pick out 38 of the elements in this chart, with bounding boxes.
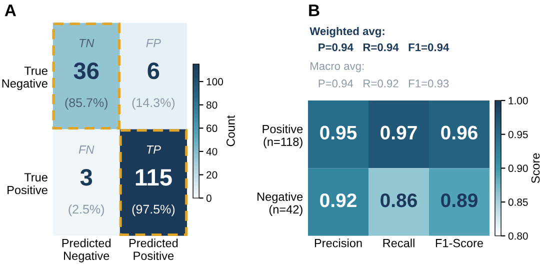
text: TP 115 (97.5%): [132, 146, 175, 216]
color-bar-label: 0.95: [508, 130, 528, 138]
x-tick-label: F1-Score: [436, 238, 483, 248]
data-label: 0.86: [380, 193, 417, 208]
text: Macro avg:: [310, 62, 364, 72]
color-bar-label: 0.90: [508, 164, 528, 172]
x-tick-label: Predicted Negative: [62, 238, 111, 262]
text: FN 3 (2.5%): [68, 146, 104, 216]
text: FP 6 (14.3%): [132, 39, 175, 110]
y-tick-label: Positive (n=118): [262, 124, 303, 148]
y-tick-label: True Negative: [2, 66, 48, 90]
data-label: 0.95: [320, 126, 357, 140]
color-bar-title: Score: [531, 153, 540, 184]
color-bar-label: 0.85: [508, 198, 528, 206]
color-bar-label: 100: [206, 78, 224, 86]
color-bar-label: 60: [206, 124, 218, 132]
chart-title: B: [309, 4, 320, 16]
color-bar-label: 0.80: [508, 232, 528, 240]
color-bar-label: 80: [206, 101, 218, 109]
text: TN 36 (85.7%): [65, 39, 108, 110]
data-label: 0.92: [320, 193, 356, 208]
data-label: 0.96: [441, 126, 478, 140]
text: P=0.94 R=0.92 F1=0.93: [318, 80, 449, 88]
y-tick-label: True Positive: [8, 173, 48, 194]
text: Weighted avg:: [310, 26, 384, 38]
text: P=0.94 R=0.94 F1=0.94: [318, 43, 450, 52]
x-tick-label: Precision: [314, 238, 362, 248]
data-label: 0.97: [380, 126, 417, 140]
color-bar-label: 20: [206, 171, 218, 179]
y-tick-label: Negative (n=42): [258, 192, 303, 216]
color-bar-title: Count: [226, 115, 235, 146]
x-tick-label: Predicted Positive: [129, 238, 178, 260]
chart-title: A: [4, 4, 16, 16]
color-bar-label: 0: [206, 194, 212, 202]
data-label: 0.89: [441, 193, 478, 208]
color-bar-label: 40: [206, 148, 218, 156]
color-bar-label: 1.00: [508, 97, 528, 104]
x-tick-label: Recall: [383, 238, 414, 248]
